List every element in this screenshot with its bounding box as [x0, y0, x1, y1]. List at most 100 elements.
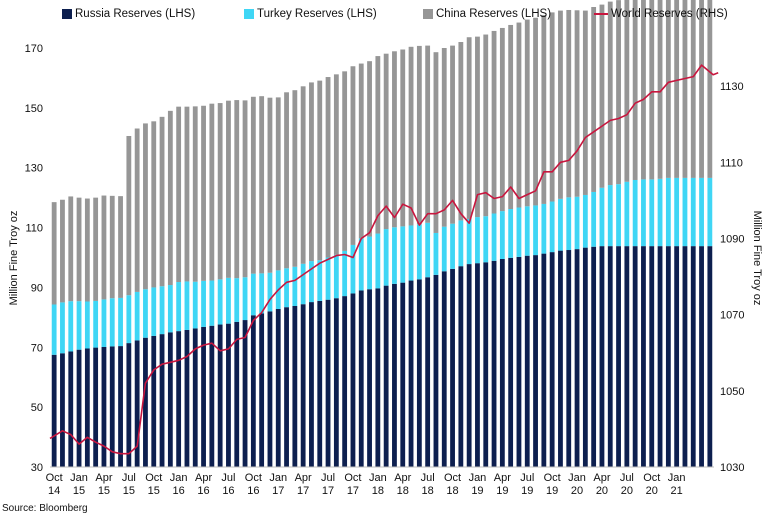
bar-china: [275, 97, 281, 271]
bar-russia: [300, 304, 306, 467]
bar-russia: [433, 274, 439, 467]
legend-turkey-label: Turkey Reserves (LHS): [257, 8, 377, 20]
bar-russia: [192, 328, 198, 467]
bar-russia: [68, 351, 74, 467]
x-tick-month: Oct: [344, 472, 361, 484]
bar-china: [60, 199, 65, 303]
bar-china: [549, 12, 555, 202]
x-tick-year: 15: [98, 485, 110, 497]
bar-russia: [707, 246, 713, 467]
legend: Russia Reserves (LHS) Turkey Reserves (L…: [0, 8, 770, 26]
bar-russia: [699, 246, 704, 467]
x-tick-year: 19: [496, 485, 508, 497]
bar-russia: [275, 308, 281, 467]
bar-turkey: [176, 282, 182, 332]
x-tick-year: 19: [471, 485, 483, 497]
bar-russia: [242, 320, 248, 467]
bar-turkey: [267, 272, 273, 312]
bar-turkey: [641, 179, 646, 247]
x-tick-year: 15: [148, 485, 160, 497]
bar-turkey: [143, 289, 148, 338]
y-right-tick-label: 1130: [720, 81, 744, 93]
bar-turkey: [333, 254, 339, 299]
x-tick-month: Jul: [221, 472, 235, 484]
bar-russia: [184, 329, 190, 467]
bar-turkey: [607, 185, 613, 247]
bar-russia: [259, 313, 265, 467]
x-tick-month: Jul: [620, 472, 634, 484]
bar-russia: [267, 311, 273, 467]
bar-china: [358, 63, 364, 239]
bar-russia: [441, 271, 447, 467]
bar-turkey: [76, 301, 82, 350]
bar-russia: [159, 334, 165, 467]
bar-russia: [591, 246, 597, 467]
x-tick-month: Jan: [369, 472, 387, 484]
x-tick-year: 17: [297, 485, 309, 497]
bar-china: [483, 34, 489, 217]
bar-russia: [358, 290, 364, 467]
bar-turkey: [541, 203, 547, 254]
bar-turkey: [392, 227, 397, 284]
bar-turkey: [167, 285, 173, 333]
x-tick-month: Apr: [494, 472, 511, 484]
bar-china: [699, 0, 704, 178]
legend-china-label: China Reserves (LHS): [436, 8, 552, 20]
x-tick-month: Oct: [46, 472, 63, 484]
bar-china: [309, 82, 314, 262]
bar-turkey: [699, 177, 704, 247]
y-left-tick-label: 70: [31, 342, 43, 354]
bar-china: [68, 196, 74, 302]
bar-china: [259, 96, 265, 274]
bar-turkey: [408, 225, 414, 281]
bar-turkey: [292, 266, 298, 306]
bar-china: [533, 17, 538, 206]
bar-turkey: [649, 179, 655, 247]
x-tick-year: 17: [322, 485, 334, 497]
legend-world-swatch: [594, 13, 608, 15]
y-right-tick-label: 1030: [720, 462, 744, 474]
bar-russia: [483, 262, 489, 467]
y-left-tick-label: 110: [25, 223, 43, 235]
bar-turkey: [126, 295, 132, 344]
bar-china: [333, 74, 339, 255]
bar-turkey: [383, 229, 389, 286]
x-tick-year: 18: [446, 485, 458, 497]
bar-russia: [450, 268, 455, 467]
bar-china: [641, 0, 646, 180]
bar-turkey: [657, 178, 663, 247]
bar-russia: [574, 249, 580, 467]
bar-turkey: [350, 244, 356, 294]
bar-turkey: [624, 181, 630, 247]
bar-russia: [458, 266, 464, 467]
y-axis-right-label: Million Fine Troy oz: [751, 210, 763, 306]
bar-turkey: [358, 238, 364, 291]
bar-russia: [624, 246, 630, 467]
bar-china: [607, 1, 613, 186]
x-tick-month: Jul: [321, 472, 335, 484]
bar-russia: [392, 283, 397, 467]
bar-russia: [317, 300, 323, 467]
bar-china: [367, 61, 372, 237]
bar-russia: [582, 247, 588, 467]
bar-turkey: [192, 281, 198, 329]
bar-russia: [508, 257, 514, 467]
bar-turkey: [707, 177, 713, 247]
bar-russia: [674, 246, 680, 467]
bar-china: [690, 0, 696, 178]
x-tick-year: 20: [621, 485, 633, 497]
bar-turkey: [558, 198, 563, 251]
bar-russia: [408, 280, 414, 467]
y-right-tick-label: 1050: [720, 386, 744, 398]
bar-china: [101, 195, 107, 300]
bar-china: [51, 202, 57, 305]
bar-russia: [60, 353, 65, 467]
x-tick-year: 16: [197, 485, 209, 497]
legend-china: China Reserves (LHS): [423, 8, 551, 20]
bar-turkey: [458, 220, 464, 267]
legend-world-label: World Reserves (RHS): [611, 8, 728, 20]
bar-russia: [616, 246, 621, 467]
x-tick-month: Oct: [643, 472, 660, 484]
y-right-tick-label: 1070: [720, 310, 744, 322]
bar-china: [599, 4, 605, 188]
